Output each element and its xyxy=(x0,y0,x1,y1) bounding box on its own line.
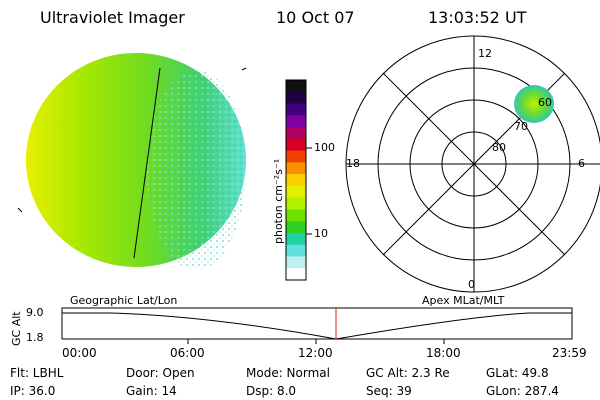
status-gc-alt: GC Alt: 2.3 Re xyxy=(366,366,450,380)
earth-disk-image xyxy=(17,53,247,270)
timeline-ytick-min: 1.8 xyxy=(26,331,44,344)
colorbar-band xyxy=(286,256,306,269)
status-filter: Flt: LBHL xyxy=(10,366,64,380)
timeline-axis-title: GC Alt xyxy=(10,311,23,346)
colorbar-band xyxy=(286,150,306,163)
status-door: Door: Open xyxy=(126,366,195,380)
timeline-xtick-0000: 00:00 xyxy=(62,346,97,360)
colorbar-band xyxy=(286,232,306,246)
polar-mlt-plot xyxy=(345,35,600,293)
status-ip: IP: 36.0 xyxy=(10,384,56,398)
mlt-label-6: 6 xyxy=(578,157,585,170)
colorbar-band xyxy=(286,244,306,257)
auroral-patch xyxy=(514,85,554,123)
instrument-title: Ultraviolet Imager xyxy=(40,8,185,27)
timeline-xtick-1200: 12:00 xyxy=(298,346,333,360)
time-label: 13:03:52 UT xyxy=(428,8,527,27)
timeline-xtick-0600: 06:00 xyxy=(170,346,205,360)
colorbar-tick-10: 10 xyxy=(314,227,328,240)
colorbar-band xyxy=(286,103,306,116)
timeline-ytick-max: 9.0 xyxy=(26,306,44,319)
colorbar-band xyxy=(286,162,306,175)
status-glat: GLat: 49.8 xyxy=(486,366,549,380)
status-glon: GLon: 287.4 xyxy=(486,384,559,398)
mlt-label-18: 18 xyxy=(346,157,360,170)
colorbar-band xyxy=(286,268,306,281)
colorbar-unit-label: photon cm⁻²s⁻¹ xyxy=(272,158,285,244)
status-seq: Seq: 39 xyxy=(366,384,412,398)
colorbar-band xyxy=(286,197,306,210)
mlt-label-12: 12 xyxy=(478,47,492,60)
altitude-timeline xyxy=(61,307,573,344)
colorbar-band xyxy=(286,138,306,152)
timeline-xtick-2359: 23:59 xyxy=(552,346,587,360)
timeline-left-label: Geographic Lat/Lon xyxy=(70,294,178,307)
timeline-right-label: Apex MLat/MLT xyxy=(422,294,505,307)
colorbar-band xyxy=(286,91,306,105)
colorbar-band xyxy=(286,127,306,140)
mlt-label-0: 0 xyxy=(468,278,475,291)
colorbar-band xyxy=(286,115,306,128)
status-mode: Mode: Normal xyxy=(246,366,330,380)
colorbar-band xyxy=(286,174,306,187)
date-label: 10 Oct 07 xyxy=(276,8,355,27)
lat-label-70: 70 xyxy=(514,120,528,133)
colorbar-band xyxy=(286,80,306,93)
lat-label-60: 60 xyxy=(538,96,552,109)
orbit-track-line xyxy=(133,67,161,259)
color-scale-bar xyxy=(286,80,306,281)
colorbar-band xyxy=(286,221,306,234)
lat-label-80: 80 xyxy=(492,141,506,154)
status-gain: Gain: 14 xyxy=(126,384,177,398)
timeline-xtick-1800: 18:00 xyxy=(426,346,461,360)
colorbar-tick-100: 100 xyxy=(314,141,335,154)
colorbar-band xyxy=(286,185,306,199)
status-dsp: Dsp: 8.0 xyxy=(246,384,297,398)
colorbar-band xyxy=(286,209,306,222)
